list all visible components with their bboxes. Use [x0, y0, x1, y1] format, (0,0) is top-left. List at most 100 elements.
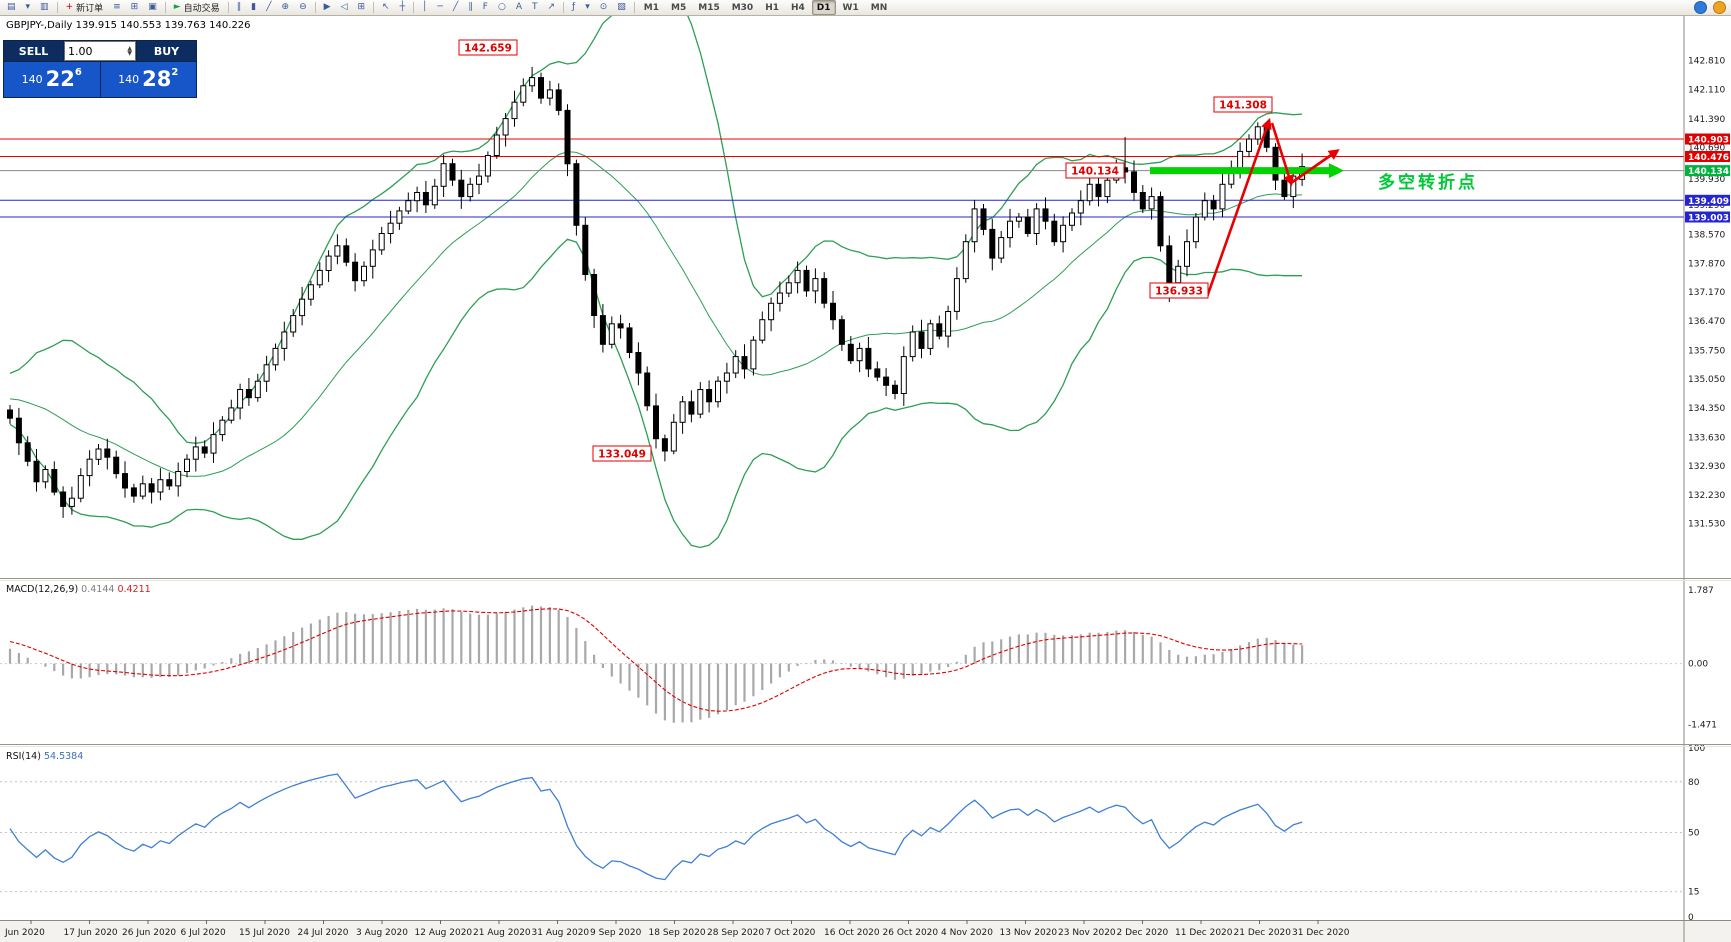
buy-price-button[interactable]: 140 28 2: [100, 62, 196, 97]
shapes-icon[interactable]: ○: [494, 0, 510, 15]
trendline-icon: ╱: [452, 2, 459, 12]
toolbar-right-icons: [1691, 0, 1729, 16]
line-chart-icon: ╱: [266, 2, 272, 12]
svg-text:1.787: 1.787: [1688, 586, 1714, 596]
horizontal-line-icon[interactable]: ─: [433, 0, 446, 15]
new-chart-icon: ▤: [7, 2, 16, 12]
fibonacci-icon[interactable]: F: [479, 0, 492, 15]
svg-text:17 Jun 2020: 17 Jun 2020: [64, 928, 118, 938]
chart-background[interactable]: [0, 16, 1731, 920]
svg-text:140.476: 140.476: [1688, 153, 1729, 163]
bar-chart-icon[interactable]: ∥: [233, 0, 246, 15]
zoom-in-icon: ⊕: [281, 2, 290, 12]
volume-input[interactable]: 1.00 ▲ ▼: [64, 41, 136, 61]
crosshair-icon: ┼: [399, 2, 405, 12]
chart-canvas[interactable]: 142.659 141.308 140.134 136.933 133.049 多空转折点…: [0, 16, 1731, 942]
svg-text:Jun 2020: Jun 2020: [4, 928, 45, 938]
timeframe-h4-button[interactable]: H4: [791, 2, 805, 13]
volume-up-icon[interactable]: ▲: [127, 45, 132, 52]
toolbar: ▤ ▾ ▥ + 新订单 ≡ ⊞ ▣ ► 自动交易 ∥ ▮ ╱ ⊕ ⊖ ▶ ◁ ⊞ ↖ ┼ │ ─ ╱ ∥ F ○ A T ↗ ƒ ▾ ⊙ ▧ M…: [0, 0, 1731, 16]
text-label-icon[interactable]: T: [528, 0, 542, 15]
sell-price-button[interactable]: 140 22 6: [4, 62, 100, 97]
timeframe-m30-button[interactable]: M30: [731, 2, 754, 13]
horizontal-line-icon: ─: [437, 2, 443, 12]
svg-text:21 Aug 2020: 21 Aug 2020: [473, 928, 531, 938]
zoom-out-icon[interactable]: ⊖: [295, 0, 311, 15]
trendline-icon[interactable]: ╱: [449, 0, 462, 15]
svg-text:132.230: 132.230: [1688, 491, 1725, 501]
tile-windows-icon: ⊞: [357, 2, 366, 12]
svg-text:0: 0: [1688, 913, 1694, 923]
crosshair-icon[interactable]: ┼: [396, 0, 409, 15]
price-annotation-text: 140.134: [1071, 166, 1119, 178]
new-order-button[interactable]: + 新订单: [62, 0, 108, 15]
buy-price-point: 2: [171, 67, 179, 78]
svg-text:15: 15: [1688, 888, 1699, 898]
timeframe-m5-button[interactable]: M5: [671, 2, 687, 13]
auto-scroll-icon[interactable]: ▶: [320, 0, 335, 15]
svg-text:6 Jul 2020: 6 Jul 2020: [181, 928, 226, 938]
indicators-dropdown-icon: ▾: [585, 2, 590, 12]
horizontal-line-objects[interactable]: [0, 138, 1684, 218]
line-chart-icon[interactable]: ╱: [262, 0, 275, 15]
axis-labels: 142.810 142.110 141.390 140.690 139.930 139.2…: [1685, 57, 1730, 923]
periods-icon[interactable]: ⊙: [596, 0, 612, 15]
text-icon: A: [515, 2, 522, 12]
drawing-objects[interactable]: 142.659 141.308 140.134 136.933 133.049 多空转折点: [458, 39, 1478, 462]
timeframe-mn-button[interactable]: MN: [870, 2, 888, 13]
sell-button[interactable]: SELL: [4, 41, 63, 61]
svg-text:134.350: 134.350: [1688, 404, 1725, 414]
svg-text:142.110: 142.110: [1688, 86, 1725, 96]
cursor-icon[interactable]: ↖: [378, 0, 394, 15]
fibonacci-icon: F: [482, 2, 488, 12]
volume-down-icon[interactable]: ▼: [127, 50, 132, 57]
svg-text:135.050: 135.050: [1688, 375, 1725, 385]
indicators-icon[interactable]: ƒ: [568, 0, 579, 15]
auto-scroll-icon: ▶: [323, 2, 331, 12]
rsi-line: [9, 773, 1303, 881]
timeframe-d1-button[interactable]: D1: [811, 0, 836, 15]
timeframe-m15-button[interactable]: M15: [698, 2, 720, 13]
market-watch-icon[interactable]: ≡: [109, 0, 125, 15]
svg-text:139.930: 139.930: [1688, 175, 1725, 185]
toolbar-separator: [373, 2, 375, 13]
timeframe-w1-button[interactable]: W1: [842, 2, 859, 13]
toolbar-separator: [563, 2, 565, 13]
community-icon[interactable]: [1694, 1, 1707, 14]
indicators-dropdown-icon[interactable]: ▾: [581, 0, 594, 15]
new-chart-icon[interactable]: ▤: [3, 0, 20, 15]
svg-text:138.570: 138.570: [1688, 231, 1725, 241]
timeframe-h1-button[interactable]: H1: [765, 2, 779, 13]
chart-dropdown-icon[interactable]: ▾: [22, 0, 35, 15]
svg-text:132.930: 132.930: [1688, 462, 1725, 472]
timeframe-m1-button[interactable]: M1: [643, 2, 660, 13]
buy-button[interactable]: BUY: [137, 41, 196, 61]
red-trend-arrow: [1270, 122, 1294, 187]
chart-shift-icon: ◁: [340, 2, 348, 12]
profiles-icon[interactable]: ▥: [36, 0, 53, 15]
candlestick-chart-icon: ▮: [251, 2, 257, 12]
tile-windows-icon[interactable]: ⊞: [353, 0, 369, 15]
arrow-tool-icon[interactable]: ↗: [543, 0, 559, 15]
text-icon[interactable]: A: [512, 0, 526, 15]
zoom-in-icon[interactable]: ⊕: [278, 0, 294, 15]
svg-text:26 Oct 2020: 26 Oct 2020: [883, 928, 939, 938]
templates-icon[interactable]: ▧: [613, 0, 630, 15]
bar-chart-icon: ∥: [236, 2, 242, 12]
price-annotation-text: 136.933: [1155, 286, 1203, 298]
chart-shift-icon[interactable]: ◁: [337, 0, 352, 15]
note-text: 多空转折点: [1378, 172, 1478, 193]
equidistant-channel-icon[interactable]: ∥: [464, 0, 477, 15]
vertical-line-icon[interactable]: │: [418, 0, 431, 15]
terminal-icon[interactable]: ▣: [144, 0, 161, 15]
svg-text:13 Nov 2020: 13 Nov 2020: [1000, 928, 1058, 938]
navigator-icon[interactable]: ⊞: [127, 0, 143, 15]
svg-text:21 Dec 2020: 21 Dec 2020: [1234, 928, 1292, 938]
candlestick-chart-icon[interactable]: ▮: [247, 0, 260, 15]
svg-text:136.470: 136.470: [1688, 317, 1725, 327]
volume-spinner[interactable]: ▲ ▼: [127, 45, 132, 57]
alerts-icon[interactable]: [1713, 1, 1726, 14]
svg-text:140.134: 140.134: [1688, 167, 1729, 177]
autotrade-button[interactable]: ► 自动交易: [170, 0, 224, 15]
svg-text:80: 80: [1688, 778, 1700, 788]
